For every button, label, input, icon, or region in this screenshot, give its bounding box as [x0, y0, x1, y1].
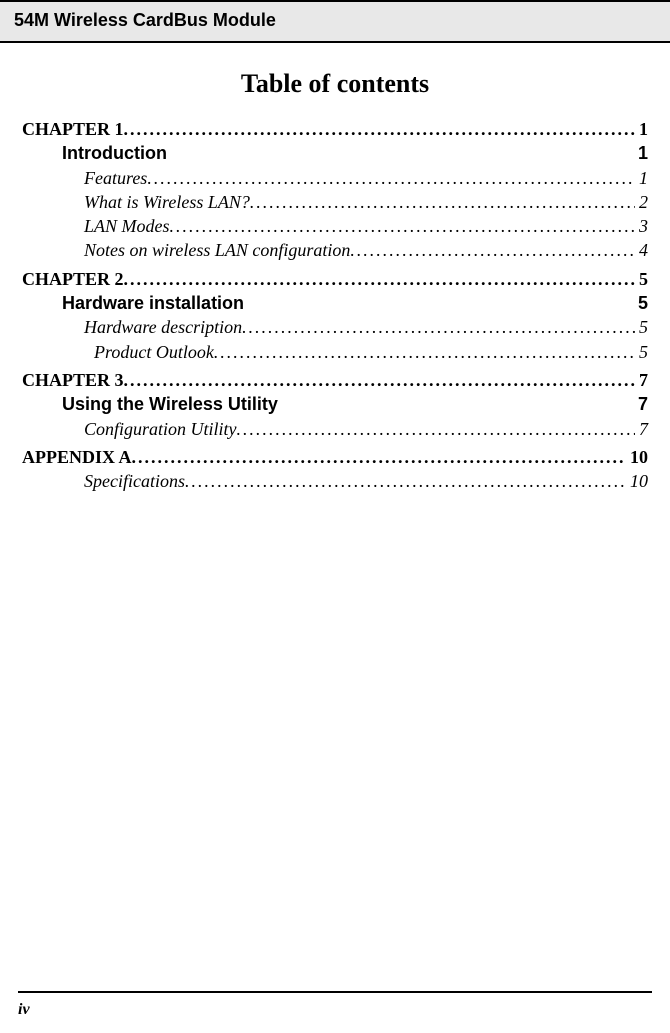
toc-entry: CHAPTER 3 7	[22, 368, 648, 392]
toc-entry-label: LAN Modes	[84, 214, 170, 238]
toc-leader-dots	[350, 238, 635, 262]
toc-entry: Using the Wireless Utility 7	[22, 392, 648, 416]
toc-entry: CHAPTER 1 1	[22, 117, 648, 141]
document-header-title: 54M Wireless CardBus Module	[14, 10, 276, 30]
toc-entry-page: 5	[635, 340, 648, 364]
toc-entry-page: 3	[635, 214, 648, 238]
toc-title: Table of contents	[22, 69, 648, 99]
toc-entry-page: 4	[635, 238, 648, 262]
footer-rule	[18, 991, 652, 993]
toc-leader-dots	[132, 445, 626, 469]
toc-entry-label: Features	[84, 166, 147, 190]
toc-entry: CHAPTER 2 5	[22, 267, 648, 291]
toc-entry-page: 10	[626, 469, 648, 493]
page-container: 54M Wireless CardBus Module Table of con…	[0, 0, 670, 1033]
content-area: Table of contents CHAPTER 11Introduction…	[0, 43, 670, 493]
toc-entry-label: Specifications	[84, 469, 185, 493]
toc-entry-page: 7	[635, 417, 648, 441]
toc-entry-page: 7	[634, 392, 648, 416]
toc-leader-dots	[147, 166, 635, 190]
toc-leader-dots	[170, 214, 636, 238]
toc-entry-page: 5	[635, 315, 648, 339]
toc-leader-dots	[185, 469, 626, 493]
toc-entry: Configuration Utility 7	[22, 417, 648, 441]
toc-entry-page: 5	[635, 267, 648, 291]
toc-entry-label: Hardware description	[84, 315, 242, 339]
toc-entry: Hardware description 5	[22, 315, 648, 339]
toc-entry-page: 5	[634, 291, 648, 315]
toc-entry-page: 2	[635, 190, 648, 214]
toc-entry-page: 1	[634, 141, 648, 165]
toc-leader-dots	[124, 368, 635, 392]
toc-entry: Hardware installation 5	[22, 291, 648, 315]
toc-leader-dots	[124, 267, 635, 291]
toc-entry-label: What is Wireless LAN?	[84, 190, 250, 214]
toc-entry-label: APPENDIX A	[22, 445, 132, 469]
toc-entry: APPENDIX A 10	[22, 445, 648, 469]
toc-entry-label: CHAPTER 2	[22, 267, 124, 291]
toc-list: CHAPTER 11Introduction1Features1What is …	[22, 117, 648, 493]
toc-entry-label: Product Outlook	[94, 340, 214, 364]
toc-entry-label: CHAPTER 1	[22, 117, 124, 141]
toc-entry-label: CHAPTER 3	[22, 368, 124, 392]
toc-entry-page: 1	[635, 117, 648, 141]
toc-entry-page: 10	[626, 445, 648, 469]
toc-entry: Introduction 1	[22, 141, 648, 165]
toc-leader-dots	[237, 417, 635, 441]
toc-entry-label: Introduction	[62, 141, 167, 165]
document-header: 54M Wireless CardBus Module	[0, 0, 670, 43]
toc-entry-label: Using the Wireless Utility	[62, 392, 278, 416]
toc-entry: Product Outlook 5	[22, 340, 648, 364]
toc-entry: LAN Modes 3	[22, 214, 648, 238]
toc-entry: Features 1	[22, 166, 648, 190]
page-number: iv	[18, 1001, 30, 1019]
toc-entry-label: Configuration Utility	[84, 417, 237, 441]
toc-leader-dots	[250, 190, 635, 214]
toc-entry: Specifications 10	[22, 469, 648, 493]
toc-entry-label: Hardware installation	[62, 291, 244, 315]
toc-entry: What is Wireless LAN? 2	[22, 190, 648, 214]
toc-leader-dots	[214, 340, 635, 364]
toc-leader-dots	[242, 315, 635, 339]
toc-entry: Notes on wireless LAN configuration 4	[22, 238, 648, 262]
toc-entry-label: Notes on wireless LAN configuration	[84, 238, 350, 262]
toc-entry-page: 1	[635, 166, 648, 190]
toc-leader-dots	[124, 117, 635, 141]
toc-entry-page: 7	[635, 368, 648, 392]
